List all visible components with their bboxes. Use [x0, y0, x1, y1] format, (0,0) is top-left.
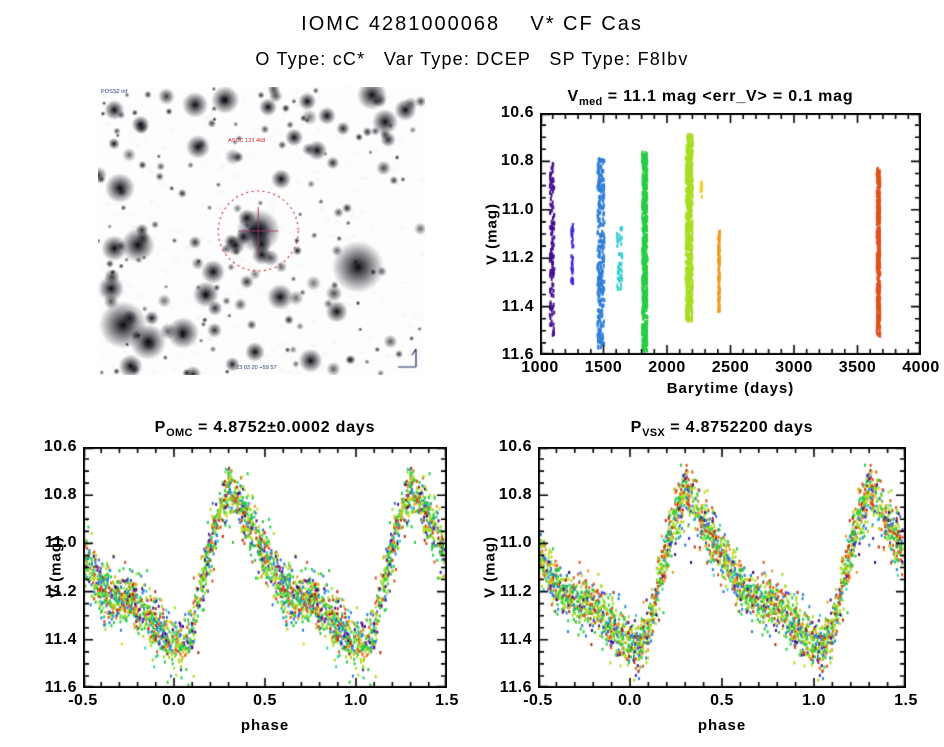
- x-tick-label: 0.5: [253, 692, 277, 709]
- x-tick-label: 1.0: [344, 692, 368, 709]
- starfield-image: [98, 87, 425, 375]
- x-tick-label: 1.0: [802, 692, 826, 709]
- x-tick-label: 1.5: [894, 692, 918, 709]
- barytime-lightcurve-plot: Vmed = 11.1 mag <err_V> = 0.1 mag V (mag…: [460, 88, 944, 418]
- barytime-scatter-canvas: [540, 113, 921, 355]
- title-text: = 11.1 mag <err_V> = 0.1 mag: [602, 88, 854, 105]
- title-text: P: [154, 419, 167, 436]
- phase-omc-plot: POMC = 4.8752±0.0002 days V (mag) phase …: [0, 417, 460, 747]
- y-tick-label: 11.2: [44, 582, 77, 600]
- plot-title-pvsx: PVSX = 4.8752200 days: [538, 419, 906, 439]
- y-tick-label: 11.0: [44, 534, 77, 552]
- plot-title-vmed: Vmed = 11.1 mag <err_V> = 0.1 mag: [520, 88, 901, 108]
- y-tick-label: 11.2: [501, 249, 534, 267]
- y-tick-label: 11.0: [499, 534, 532, 552]
- y-tick-label: 11.6: [44, 679, 77, 696]
- y-tick-label: 11.2: [499, 582, 532, 600]
- title-subscript: OMC: [166, 427, 193, 440]
- title-text: = 4.8752200 days: [665, 419, 814, 436]
- x-tick-label: -0.5: [68, 692, 98, 709]
- y-tick-label: 10.6: [500, 104, 534, 121]
- finder-star-label: ASCC 123 468: [228, 137, 266, 144]
- title-text: V: [567, 88, 580, 105]
- x-tick-label: 4000: [902, 359, 940, 376]
- title-subscript: med: [579, 96, 603, 109]
- y-tick-label: 11.4: [44, 630, 77, 648]
- y-tick-label: 10.8: [43, 486, 77, 504]
- x-tick-label: 3500: [838, 359, 877, 376]
- y-tick-label: 11.4: [501, 297, 534, 315]
- y-tick-label: 10.8: [498, 486, 532, 504]
- page-title: IOMC 4281000068 V* CF Cas: [301, 13, 643, 35]
- x-tick-label: 0.0: [162, 692, 186, 709]
- y-tick-label: 10.6: [498, 438, 532, 455]
- x-tick-label: 0.0: [618, 692, 642, 709]
- finder-coord-label: 23 03 20 +59 57: [236, 364, 277, 371]
- phase-vsx-plot: PVSX = 4.8752200 days V (mag) phase -0.5…: [460, 417, 944, 747]
- finder-chart: POSS2 inf ASCC 123 468 23 03 20 +59 57: [98, 87, 425, 375]
- title-subscript: VSX: [642, 427, 665, 440]
- x-tick-label: 1000: [521, 359, 559, 376]
- phase-vsx-scatter-canvas: [538, 447, 906, 688]
- x-tick-label: 2000: [648, 359, 686, 376]
- plot-title-pomc: POMC = 4.8752±0.0002 days: [83, 419, 447, 439]
- title-text: P: [630, 419, 643, 436]
- page-subtitle: O Type: cC* Var Type: DCEP SP Type: F8Ib…: [255, 49, 689, 69]
- x-tick-label: 1.5: [435, 692, 459, 709]
- phase-omc-scatter-canvas: [83, 447, 447, 688]
- y-tick-label: 11.6: [501, 346, 534, 363]
- y-tick-label: 11.4: [499, 630, 532, 648]
- x-tick-label: 1500: [584, 359, 623, 376]
- x-tick-label: 3000: [775, 359, 813, 376]
- y-tick-label: 10.8: [500, 152, 534, 170]
- x-tick-label: -0.5: [523, 692, 553, 709]
- x-axis-label: Barytime (days): [666, 380, 795, 397]
- x-axis-label: phase: [697, 717, 747, 734]
- title-text: = 4.8752±0.0002 days: [192, 419, 376, 436]
- x-tick-label: 2500: [711, 359, 750, 376]
- y-tick-label: 11.6: [499, 679, 532, 696]
- x-tick-label: 0.5: [710, 692, 734, 709]
- y-tick-label: 11.0: [501, 200, 534, 218]
- finder-survey-label: POSS2 inf: [101, 88, 128, 95]
- x-axis-label: phase: [240, 717, 290, 734]
- y-tick-label: 10.6: [43, 438, 77, 455]
